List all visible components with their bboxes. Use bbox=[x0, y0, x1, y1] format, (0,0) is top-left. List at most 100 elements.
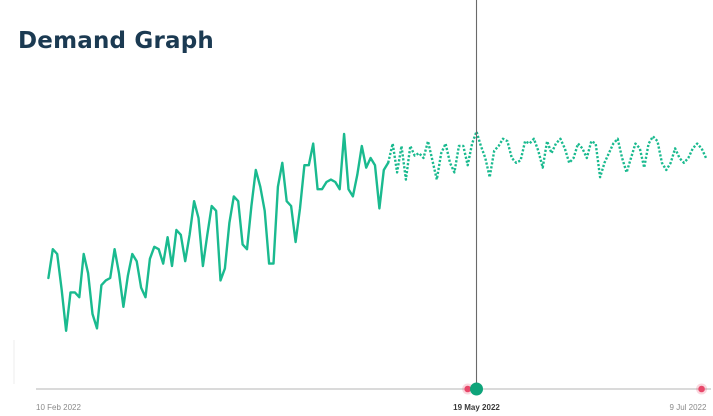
forecast-data-point bbox=[701, 147, 703, 149]
actual-data-point bbox=[308, 164, 310, 166]
actual-data-point bbox=[114, 248, 116, 250]
forecast-data-point bbox=[449, 162, 451, 164]
actual-data-point bbox=[105, 279, 107, 281]
forecast-demand-line bbox=[387, 130, 708, 181]
actual-data-point bbox=[158, 248, 160, 250]
forecast-data-point bbox=[670, 162, 672, 164]
actual-data-point bbox=[272, 263, 274, 265]
ticks-layer: 10 Feb 2022 19 May 2022 9 Jul 2022 bbox=[36, 403, 707, 412]
actual-data-point bbox=[96, 327, 98, 329]
actual-data-point bbox=[334, 181, 336, 183]
forecast-data-point bbox=[692, 147, 694, 149]
forecast-data-point bbox=[471, 143, 473, 145]
actual-data-point bbox=[149, 258, 151, 260]
actual-data-point bbox=[211, 205, 213, 207]
forecast-data-point bbox=[683, 162, 685, 164]
x-tick-label: 19 May 2022 bbox=[453, 403, 500, 412]
forecast-data-point bbox=[528, 143, 530, 145]
actual-data-point bbox=[144, 296, 146, 298]
x-tick-label: 9 Jul 2022 bbox=[670, 403, 707, 412]
actual-data-point bbox=[61, 289, 63, 291]
forecast-data-point bbox=[520, 159, 522, 161]
forecast-data-point bbox=[453, 171, 455, 173]
actual-data-point bbox=[383, 169, 385, 171]
forecast-data-point bbox=[546, 140, 548, 142]
forecast-data-point bbox=[445, 143, 447, 145]
forecast-data-point bbox=[440, 152, 442, 154]
forecast-data-point bbox=[498, 145, 500, 147]
actual-data-point bbox=[321, 188, 323, 190]
actual-data-point bbox=[56, 253, 58, 255]
forecast-data-point bbox=[484, 157, 486, 159]
actual-data-point bbox=[197, 217, 199, 219]
forecast-data-point bbox=[414, 155, 416, 157]
forecast-data-point bbox=[599, 176, 601, 178]
actual-data-point bbox=[175, 229, 177, 231]
forecast-data-point bbox=[652, 135, 654, 137]
event-marker bbox=[698, 385, 705, 393]
forecast-data-point bbox=[502, 138, 504, 140]
actual-data-point bbox=[339, 188, 341, 190]
forecast-data-point bbox=[573, 157, 575, 159]
actual-data-point bbox=[122, 306, 124, 308]
actual-data-point bbox=[281, 162, 283, 164]
forecast-data-point bbox=[489, 176, 491, 178]
actual-data-point bbox=[237, 200, 239, 202]
forecast-data-point bbox=[392, 143, 394, 145]
forecast-data-point bbox=[674, 147, 676, 149]
forecast-data-point bbox=[564, 147, 566, 149]
forecast-data-point bbox=[559, 138, 561, 140]
forecast-data-point bbox=[480, 145, 482, 147]
page-title: Demand Graph bbox=[18, 28, 215, 54]
actual-demand-line bbox=[47, 132, 390, 332]
actual-data-point bbox=[65, 330, 67, 332]
forecast-data-point bbox=[511, 157, 513, 159]
actual-data-point bbox=[303, 164, 305, 166]
actual-data-point bbox=[246, 248, 248, 250]
actual-data-point bbox=[83, 253, 85, 255]
forecast-data-point bbox=[577, 143, 579, 145]
forecast-data-point bbox=[436, 179, 438, 181]
forecast-data-point bbox=[612, 143, 614, 145]
forecast-data-point bbox=[462, 145, 464, 147]
actual-data-point bbox=[277, 186, 279, 188]
forecast-data-point bbox=[409, 145, 411, 147]
forecast-data-point bbox=[603, 162, 605, 164]
actual-data-point bbox=[233, 195, 235, 197]
event-marker bbox=[464, 385, 471, 393]
forecast-data-point bbox=[555, 143, 557, 145]
forecast-data-point bbox=[467, 164, 469, 166]
forecast-data-point bbox=[458, 145, 460, 147]
forecast-data-point bbox=[581, 147, 583, 149]
actual-data-point bbox=[250, 205, 252, 207]
forecast-data-point bbox=[626, 171, 628, 173]
forecast-data-point bbox=[608, 152, 610, 154]
actual-data-point bbox=[312, 143, 314, 145]
actual-data-point bbox=[202, 265, 204, 267]
actual-data-point bbox=[87, 272, 89, 274]
forecast-data-point bbox=[586, 157, 588, 159]
points-layer bbox=[47, 131, 707, 332]
forecast-data-point bbox=[643, 167, 645, 169]
actual-data-point bbox=[91, 313, 93, 315]
forecast-data-point bbox=[550, 152, 552, 154]
actual-data-point bbox=[378, 207, 380, 209]
actual-data-point bbox=[224, 267, 226, 269]
forecast-data-point bbox=[418, 152, 420, 154]
actual-data-point bbox=[352, 195, 354, 197]
actual-data-point bbox=[52, 248, 54, 250]
actual-data-point bbox=[242, 243, 244, 245]
forecast-data-point bbox=[405, 179, 407, 181]
actual-data-point bbox=[330, 179, 332, 181]
forecast-data-point bbox=[400, 145, 402, 147]
actual-data-point bbox=[317, 188, 319, 190]
actual-data-point bbox=[78, 296, 80, 298]
forecast-data-point bbox=[533, 138, 535, 140]
actual-data-point bbox=[69, 291, 71, 293]
actual-data-point bbox=[356, 174, 358, 176]
series-layer bbox=[47, 130, 708, 332]
actual-data-point bbox=[206, 234, 208, 236]
forecast-data-point bbox=[515, 162, 517, 164]
actual-data-point bbox=[189, 234, 191, 236]
